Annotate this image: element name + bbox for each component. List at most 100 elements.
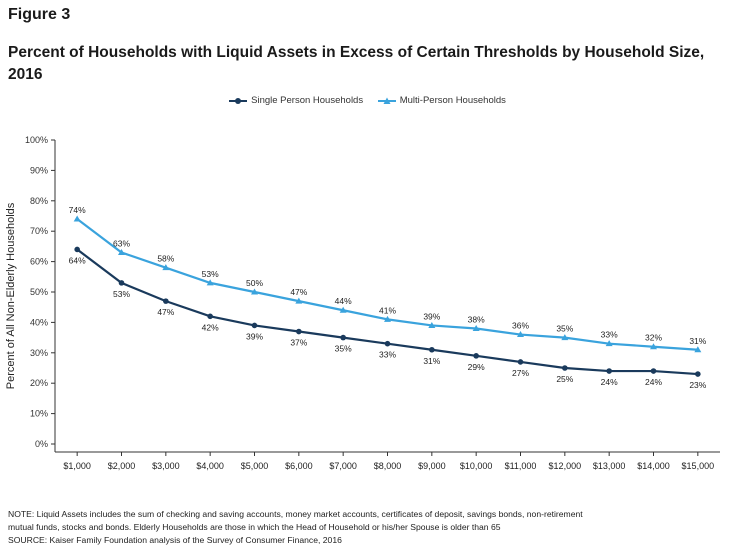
data-point [339,306,347,313]
data-point [605,340,613,347]
x-tick-label: $5,000 [241,461,269,471]
x-tick-label: $14,000 [637,461,670,471]
data-point [429,346,435,353]
data-label: 39% [246,331,263,341]
line-chart: 0% 10% 20% 30% 40% 50% 60% 70% 80% 90% 100% Percent… [5,135,720,471]
data-label: 47% [157,307,174,317]
data-label: 35% [335,344,352,354]
data-point [517,359,524,365]
chart-notes: NOTE: Liquid Assets includes the sum of … [8,508,728,547]
data-point [74,246,80,253]
note-line-2: mutual funds, stocks and bonds. Elderly … [8,522,501,532]
legend-label-multi: Multi-Person Households [399,95,506,106]
data-label: 24% [645,377,662,387]
y-tick-label: 80% [30,196,48,206]
data-label: 32% [645,333,662,343]
data-label: 47% [290,287,307,297]
x-tick-label: $6,000 [285,461,313,471]
x-tick-label: $10,000 [460,461,493,471]
data-label: 41% [379,305,396,315]
data-point [694,346,702,353]
note-line-1: NOTE: Liquid Assets includes the sum of … [8,509,583,519]
y-tick-label: 20% [30,378,48,388]
data-label: 31% [423,356,440,366]
x-tick-label: $2,000 [108,461,136,471]
data-point [162,264,170,271]
x-tick-label: $4,000 [196,461,224,471]
y-tick-label: 0% [35,439,48,449]
y-tick-label: 100% [25,135,48,145]
data-point [562,365,568,371]
y-tick-label: 40% [30,317,48,327]
data-point [561,334,569,341]
x-tick-label: $13,000 [593,461,626,471]
legend: Single Person Households Multi-Person Ho… [0,95,735,108]
data-point [118,248,125,255]
x-tick-label: $9,000 [418,461,446,471]
legend-marker-single [229,97,248,104]
y-tick-label: 10% [30,409,48,419]
data-point [251,322,258,329]
data-point [207,313,213,320]
x-tick-label: $12,000 [549,461,582,471]
legend-label-single: Single Person Households [251,95,364,106]
data-point [650,368,657,374]
data-label: 58% [157,254,174,264]
data-point [473,353,479,359]
x-tick-label: $11,000 [505,461,537,471]
data-point [295,297,303,304]
legend-marker-multi [377,97,396,104]
x-tick-label: $3,000 [152,461,180,471]
data-label: 29% [468,362,485,372]
figure-label: Figure 3 [8,6,71,23]
data-point [472,324,480,331]
data-point [251,288,258,295]
data-point [340,334,346,341]
data-label: 64% [69,255,86,265]
data-point [428,321,436,328]
data-point [296,328,302,335]
y-tick-label: 90% [30,165,48,175]
data-label: 24% [601,377,618,387]
data-label: 42% [202,322,219,332]
data-label: 53% [202,269,219,279]
data-label: 37% [290,338,307,348]
data-point [384,315,391,322]
data-label: 63% [113,238,130,248]
y-tick-label: 50% [30,287,48,297]
y-tick-label: 30% [30,348,48,358]
data-point [517,331,524,338]
source-line: SOURCE: Kaiser Family Foundation analysi… [8,535,342,545]
data-point [650,343,657,350]
y-tick-label: 70% [30,226,48,236]
data-label: 23% [689,380,706,390]
data-label: 33% [601,330,618,340]
x-tick-label: $15,000 [682,461,715,471]
data-label: 33% [379,350,396,360]
data-label: 50% [246,278,263,288]
data-label: 25% [556,374,573,384]
y-tick-label: 60% [30,257,48,267]
data-label: 31% [689,336,706,346]
data-point [206,279,214,286]
data-label: 53% [113,289,130,299]
data-label: 39% [423,311,440,321]
data-label: 74% [69,205,86,215]
legend-item-multi: Multi-Person Households [377,95,506,106]
data-label: 35% [556,324,573,334]
data-point [118,280,125,286]
legend-item-single: Single Person Households [229,95,363,106]
data-point [606,368,612,374]
x-tick-label: $8,000 [374,461,402,471]
data-label: 44% [335,296,352,306]
data-label: 27% [512,368,529,378]
y-axis-label: Percent of All Non-Elderly Households [5,202,17,389]
data-point [163,298,169,304]
x-tick-label: $7,000 [329,461,357,471]
chart-title: Percent of Households with Liquid Assets… [8,44,705,83]
data-point [73,215,81,222]
data-point [384,340,391,347]
data-point [695,371,701,377]
x-tick-label: $1,000 [63,461,91,471]
data-label: 36% [512,321,529,331]
